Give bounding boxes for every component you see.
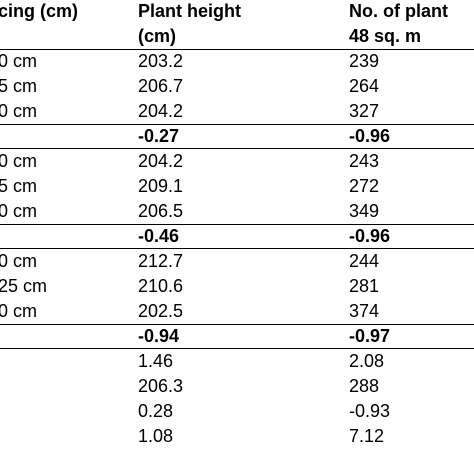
header-plant-count-line2: 48 sq. m bbox=[349, 26, 422, 46]
cell-plant-height: 209.1 bbox=[138, 176, 184, 196]
cell-plant-height: 212.7 bbox=[138, 251, 184, 271]
cell-plant-count: -0.96 bbox=[349, 226, 391, 246]
header-plant-count-line1: No. of plant bbox=[349, 1, 448, 21]
header-plant-height-line1: Plant height bbox=[138, 1, 241, 21]
cell-plant-height: 204.2 bbox=[138, 151, 184, 171]
cell-spacing: 0 cm bbox=[0, 101, 38, 121]
cell-plant-count: 244 bbox=[349, 251, 380, 271]
cell-plant-count: -0.96 bbox=[349, 126, 391, 146]
cell-plant-count: -0.97 bbox=[349, 326, 391, 346]
summary-rule-bottom bbox=[0, 148, 474, 149]
summary-rule-top bbox=[0, 124, 474, 125]
header-spacing: cing (cm) bbox=[0, 1, 79, 21]
cell-spacing: 0 cm bbox=[0, 301, 38, 321]
cell-plant-height: 1.08 bbox=[138, 426, 174, 446]
cell-plant-count: 272 bbox=[349, 176, 380, 196]
cell-plant-height: 1.46 bbox=[138, 351, 174, 371]
cell-plant-height: 203.2 bbox=[138, 51, 184, 71]
cell-plant-count: 7.12 bbox=[349, 426, 385, 446]
cell-plant-height: 0.28 bbox=[138, 401, 174, 421]
summary-rule-bottom bbox=[0, 348, 474, 349]
cell-plant-count: 374 bbox=[349, 301, 380, 321]
summary-rule-bottom bbox=[0, 248, 474, 249]
cell-plant-height: 206.5 bbox=[138, 201, 184, 221]
cell-plant-count: 288 bbox=[349, 376, 380, 396]
header-rule bbox=[0, 49, 474, 50]
cell-plant-count: 243 bbox=[349, 151, 380, 171]
cell-spacing: 0 cm bbox=[0, 51, 38, 71]
cell-plant-height: -0.27 bbox=[138, 126, 180, 146]
cell-plant-count: 239 bbox=[349, 51, 380, 71]
cell-spacing: 0 cm bbox=[0, 151, 38, 171]
cell-plant-count: 327 bbox=[349, 101, 380, 121]
cell-plant-count: 2.08 bbox=[349, 351, 385, 371]
cell-spacing: 5 cm bbox=[0, 176, 38, 196]
cell-spacing: 25 cm bbox=[0, 276, 48, 296]
cell-plant-count: 264 bbox=[349, 76, 380, 96]
summary-rule-top bbox=[0, 224, 474, 225]
cell-plant-height: 206.3 bbox=[138, 376, 184, 396]
cell-plant-count: -0.93 bbox=[349, 401, 391, 421]
cell-plant-height: 210.6 bbox=[138, 276, 184, 296]
cell-plant-height: -0.46 bbox=[138, 226, 180, 246]
cell-plant-count: 281 bbox=[349, 276, 380, 296]
summary-rule-top bbox=[0, 324, 474, 325]
cell-spacing: 0 cm bbox=[0, 251, 38, 271]
cell-plant-count: 349 bbox=[349, 201, 380, 221]
cell-spacing: 0 cm bbox=[0, 201, 38, 221]
cell-plant-height: 204.2 bbox=[138, 101, 184, 121]
header-plant-height-line2: (cm) bbox=[138, 26, 177, 46]
cell-plant-height: -0.94 bbox=[138, 326, 180, 346]
cell-plant-height: 206.7 bbox=[138, 76, 184, 96]
cell-spacing: 5 cm bbox=[0, 76, 38, 96]
cell-plant-height: 202.5 bbox=[138, 301, 184, 321]
